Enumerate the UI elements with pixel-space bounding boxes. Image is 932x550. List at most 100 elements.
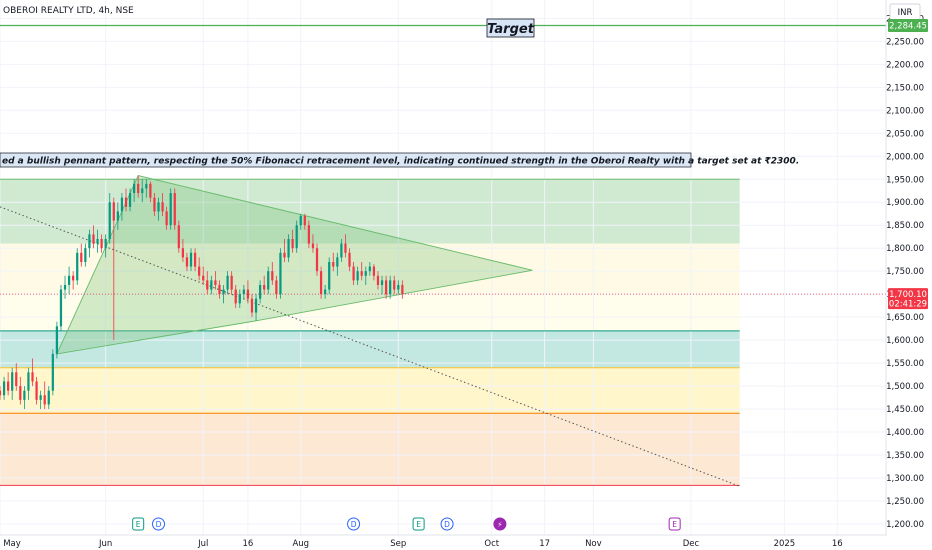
- candle-body: [340, 243, 343, 258]
- candle-body: [246, 289, 250, 299]
- candle-body: [165, 211, 168, 226]
- split-icon: [493, 517, 507, 531]
- candle: [177, 220, 180, 253]
- candle-body: [0, 390, 2, 396]
- candle: [332, 252, 335, 272]
- candle-body: [141, 188, 144, 194]
- candle: [104, 234, 107, 258]
- time-axis[interactable]: May Jun Jul 16 Aug Sep Oct 17 Nov Dec 2025 16: [0, 534, 886, 549]
- price-tick-label: 1,400.00: [886, 428, 924, 438]
- candle: [238, 289, 241, 308]
- candle: [279, 248, 282, 299]
- pattern-note: ed a bullish pennant pattern, respecting…: [0, 152, 799, 168]
- candle-body: [76, 252, 79, 281]
- event-marker[interactable]: D: [440, 517, 454, 531]
- candle-body: [80, 252, 83, 262]
- candle-body: [15, 372, 18, 387]
- horizontal-levels: [0, 24, 886, 486]
- fib-zone-3: [0, 330, 740, 368]
- candle-body: [324, 289, 327, 295]
- time-tick-label: May: [3, 539, 21, 549]
- candle-body: [206, 280, 209, 290]
- earnings-icon: [132, 517, 145, 531]
- price-tick-label: 1,200.00: [886, 520, 924, 530]
- event-marker[interactable]: D: [347, 517, 361, 531]
- event-marker[interactable]: E: [132, 517, 145, 531]
- price-tick-label: 1,250.00: [886, 497, 924, 507]
- candle-body: [336, 257, 339, 267]
- time-tick-label: Jun: [98, 539, 112, 549]
- candle: [214, 271, 217, 290]
- candle: [11, 367, 14, 400]
- event-marker[interactable]: D: [152, 517, 166, 531]
- price-tick-label: 1,550.00: [886, 359, 924, 369]
- candle: [336, 252, 339, 276]
- current-price-value: 1,700.10: [889, 290, 927, 300]
- candle: [173, 188, 176, 230]
- candle-body: [84, 248, 87, 262]
- bar-countdown: 02:41:29: [889, 300, 927, 310]
- candle-body: [7, 381, 10, 391]
- candle: [372, 264, 376, 281]
- candle-body: [133, 183, 136, 194]
- candle: [67, 266, 71, 295]
- candle: [234, 284, 237, 308]
- candle-body: [124, 197, 128, 207]
- candle: [376, 271, 380, 290]
- candle-body: [177, 225, 180, 249]
- candle-body: [372, 266, 376, 276]
- candle-body: [145, 183, 148, 189]
- event-marker[interactable]: E: [412, 517, 425, 531]
- price-tick-label: 2,050.00: [886, 129, 924, 139]
- candle-body: [348, 252, 351, 267]
- event-markers[interactable]: E D D E D ⚡ E: [132, 517, 681, 531]
- candle: [2, 376, 6, 400]
- candle: [230, 271, 233, 295]
- event-marker-label: E: [136, 520, 141, 529]
- candle-body: [55, 326, 59, 354]
- candle-body: [368, 266, 371, 272]
- candle: [7, 372, 10, 396]
- candle-body: [295, 225, 298, 249]
- candle-body: [299, 216, 302, 226]
- candle: [384, 275, 388, 299]
- dividend-icon: [152, 517, 166, 531]
- price-tick-label: 2,100.00: [886, 106, 924, 116]
- price-tick-label: 1,350.00: [886, 451, 924, 461]
- candle-body: [19, 386, 22, 400]
- candle: [88, 229, 91, 258]
- candle: [157, 197, 160, 221]
- price-tick-label: 1,600.00: [886, 336, 924, 346]
- candle: [63, 275, 67, 299]
- candle: [39, 390, 42, 410]
- candle-body: [389, 280, 392, 295]
- candle: [356, 266, 359, 285]
- candle: [283, 239, 286, 262]
- candle-body: [128, 193, 132, 207]
- event-marker[interactable]: E: [668, 517, 681, 531]
- fib-zone-5: [0, 413, 740, 486]
- event-marker[interactable]: ⚡: [493, 517, 507, 531]
- earnings-icon: [668, 517, 681, 531]
- candle: [124, 188, 128, 212]
- candle: [76, 248, 79, 285]
- time-tick-label: 2025: [774, 539, 796, 549]
- candle-body: [393, 280, 396, 290]
- price-axis[interactable]: 2,300.002,250.002,200.002,150.002,100.00…: [885, 0, 932, 536]
- candle: [287, 234, 290, 262]
- candle-body: [234, 289, 237, 304]
- candle: [112, 197, 115, 341]
- candle-body: [238, 294, 241, 304]
- candle: [324, 284, 327, 299]
- candle-body: [157, 202, 160, 212]
- candle-body: [307, 225, 310, 244]
- candle: [43, 381, 46, 410]
- candle: [275, 275, 278, 299]
- fib-zone-0: [0, 179, 740, 244]
- candle-body: [360, 271, 363, 276]
- time-axis-ticks: May Jun Jul 16 Aug Sep Oct 17 Nov Dec 2025 16: [3, 539, 842, 549]
- candle: [145, 179, 148, 198]
- candle-body: [96, 239, 99, 244]
- candle: [226, 271, 229, 295]
